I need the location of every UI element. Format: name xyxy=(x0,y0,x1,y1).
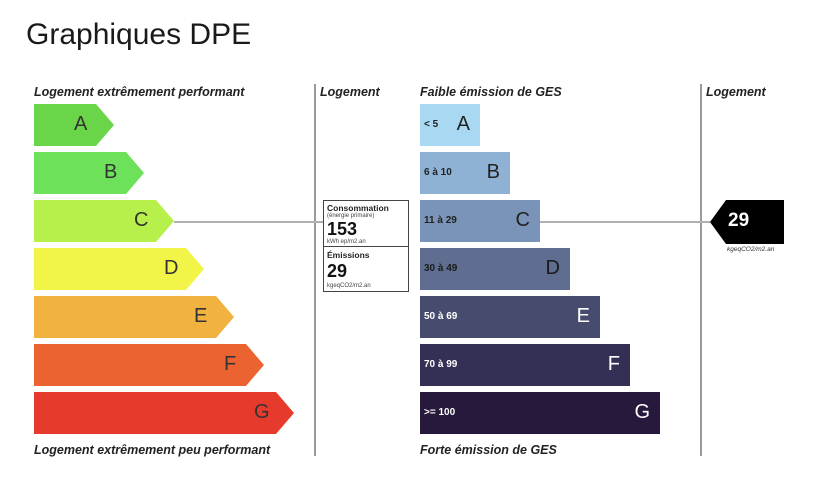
energy-class-arrow xyxy=(216,296,234,338)
ges-class-range: >= 100 xyxy=(424,407,456,418)
ges-class-letter: D xyxy=(545,257,560,279)
ges-logement-header: Logement xyxy=(706,85,766,99)
energy-class-letter: F xyxy=(224,353,237,375)
ges-class-range: < 5 xyxy=(424,119,439,130)
energy-class-arrow xyxy=(246,344,264,386)
ges-connector-line xyxy=(540,221,710,223)
energy-class-arrow xyxy=(276,392,294,434)
energy-class-d: D xyxy=(34,248,204,290)
ges-class-letter: C xyxy=(515,209,530,231)
energy-info-box: Consommation (énergie primaire) 153 kWh … xyxy=(323,200,409,292)
energy-column-separator xyxy=(314,84,316,456)
emissions-value: 29 xyxy=(327,261,348,281)
ges-class-b: 6 à 10 B xyxy=(420,152,510,194)
consumption-value: 153 xyxy=(327,219,358,239)
page-title: Graphiques DPE xyxy=(26,18,252,51)
energy-class-f: F xyxy=(34,344,264,386)
ges-class-range: 50 à 69 xyxy=(424,311,458,322)
ges-marker-unit: kgeqCO2/m2.an xyxy=(727,246,775,253)
ges-class-range: 11 à 29 xyxy=(424,215,457,226)
energy-class-letter: C xyxy=(134,209,149,231)
energy-header-bottom: Logement extrêmement peu performant xyxy=(34,443,271,457)
energy-class-b: B xyxy=(34,152,144,194)
energy-class-arrow xyxy=(96,104,114,146)
energy-header-top: Logement extrêmement performant xyxy=(34,85,245,99)
consumption-label: Consommation xyxy=(327,203,389,213)
ges-class-a: < 5 A xyxy=(420,104,480,146)
energy-class-a: A xyxy=(34,104,114,146)
energy-logement-header: Logement xyxy=(320,85,380,99)
ges-class-d: 30 à 49 D xyxy=(420,248,570,290)
ges-class-letter: E xyxy=(576,305,590,327)
ges-marker-tip xyxy=(710,200,726,244)
ges-class-g: >= 100 G xyxy=(420,392,660,434)
ges-marker-value: 29 xyxy=(728,210,750,231)
energy-class-arrow xyxy=(186,248,204,290)
ges-class-c: 11 à 29 C xyxy=(420,200,540,242)
energy-class-g: G xyxy=(34,392,294,434)
ges-header-bottom: Forte émission de GES xyxy=(420,443,557,457)
energy-connector-line xyxy=(174,221,323,223)
ges-marker-body xyxy=(726,200,784,244)
energy-class-letter: E xyxy=(194,305,208,327)
ges-header-top: Faible émission de GES xyxy=(420,85,562,99)
ges-class-letter: B xyxy=(486,161,500,183)
ges-class-letter: G xyxy=(634,401,650,423)
energy-class-arrow xyxy=(156,200,174,242)
consumption-unit: kWh ep/m2.an xyxy=(327,239,366,245)
consumption-sublabel: (énergie primaire) xyxy=(327,213,375,219)
energy-class-letter: A xyxy=(74,113,88,135)
energy-class-c: C xyxy=(34,200,174,242)
ges-class-range: 70 à 99 xyxy=(424,359,458,370)
ges-class-range: 30 à 49 xyxy=(424,263,458,274)
ges-marker: 29 xyxy=(710,200,784,244)
ges-class-letter: A xyxy=(456,113,470,135)
emissions-unit: kgeqCO2/m2.an xyxy=(327,283,371,289)
ges-column-separator xyxy=(700,84,702,456)
ges-class-e: 50 à 69 E xyxy=(420,296,600,338)
energy-class-letter: G xyxy=(254,401,270,423)
energy-class-letter: D xyxy=(164,257,179,279)
info-box-divider xyxy=(324,246,408,247)
energy-class-letter: B xyxy=(104,161,118,183)
energy-class-e: E xyxy=(34,296,234,338)
ges-class-letter: F xyxy=(607,353,620,375)
energy-class-arrow xyxy=(126,152,144,194)
ges-class-f: 70 à 99 F xyxy=(420,344,630,386)
emissions-label: Émissions xyxy=(327,250,370,260)
ges-class-range: 6 à 10 xyxy=(424,167,452,178)
